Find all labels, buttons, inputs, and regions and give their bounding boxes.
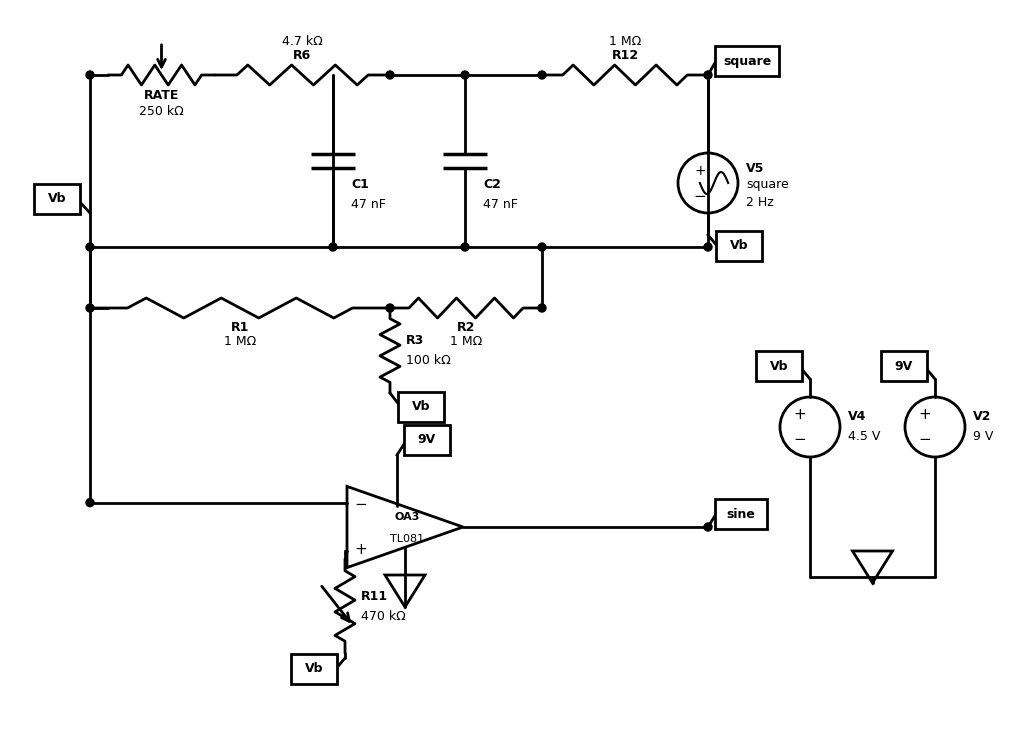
FancyBboxPatch shape <box>881 351 927 381</box>
FancyBboxPatch shape <box>716 231 762 261</box>
Text: Vb: Vb <box>770 359 788 373</box>
Text: R2: R2 <box>457 321 475 334</box>
Text: Vb: Vb <box>305 662 324 675</box>
Circle shape <box>538 243 546 251</box>
Text: C2: C2 <box>483 179 501 192</box>
Text: +: + <box>794 407 806 423</box>
Circle shape <box>386 304 394 312</box>
Text: TL081: TL081 <box>390 534 424 544</box>
Text: Vb: Vb <box>730 240 749 253</box>
Circle shape <box>329 243 337 251</box>
Text: C1: C1 <box>351 179 369 192</box>
Circle shape <box>538 304 546 312</box>
Text: Vb: Vb <box>412 401 430 414</box>
FancyBboxPatch shape <box>398 392 444 422</box>
Text: +: + <box>694 164 706 178</box>
Circle shape <box>705 243 712 251</box>
Text: 4.7 kΩ: 4.7 kΩ <box>283 35 323 48</box>
Text: R1: R1 <box>230 321 249 334</box>
Circle shape <box>386 71 394 79</box>
FancyBboxPatch shape <box>756 351 802 381</box>
Circle shape <box>86 498 94 506</box>
Text: 4.5 V: 4.5 V <box>848 431 881 443</box>
Circle shape <box>705 523 712 531</box>
FancyBboxPatch shape <box>715 46 779 76</box>
Text: +: + <box>354 542 368 557</box>
Text: +: + <box>919 407 932 423</box>
Text: OA3: OA3 <box>394 512 420 522</box>
Text: 47 nF: 47 nF <box>351 198 386 212</box>
Circle shape <box>461 71 469 79</box>
Text: 470 kΩ: 470 kΩ <box>361 609 406 623</box>
Text: R11: R11 <box>361 589 388 603</box>
Circle shape <box>86 71 94 79</box>
Text: 1 MΩ: 1 MΩ <box>224 335 256 348</box>
Text: −: − <box>794 432 806 448</box>
Text: 1 MΩ: 1 MΩ <box>450 335 482 348</box>
FancyBboxPatch shape <box>34 184 80 214</box>
Text: R3: R3 <box>406 334 424 347</box>
Text: 9V: 9V <box>418 434 436 446</box>
Text: sine: sine <box>727 507 756 520</box>
Text: 250 kΩ: 250 kΩ <box>139 105 184 118</box>
Text: −: − <box>919 432 932 448</box>
Circle shape <box>86 304 94 312</box>
Text: V5: V5 <box>746 162 764 176</box>
Text: 9 V: 9 V <box>973 431 993 443</box>
Text: −: − <box>693 190 707 204</box>
Circle shape <box>461 243 469 251</box>
Text: 2 Hz: 2 Hz <box>746 196 774 209</box>
Circle shape <box>705 71 712 79</box>
Text: square: square <box>746 179 788 192</box>
Text: 9V: 9V <box>895 359 913 373</box>
Text: R12: R12 <box>611 49 639 62</box>
Text: V2: V2 <box>973 411 991 423</box>
Circle shape <box>538 71 546 79</box>
Text: 100 kΩ: 100 kΩ <box>406 354 451 367</box>
Text: −: − <box>354 497 368 512</box>
Circle shape <box>86 243 94 251</box>
FancyBboxPatch shape <box>291 654 337 684</box>
Text: R6: R6 <box>293 49 311 62</box>
Text: V4: V4 <box>848 411 866 423</box>
Text: RATE: RATE <box>143 89 179 102</box>
Text: square: square <box>723 54 771 68</box>
FancyBboxPatch shape <box>715 499 767 529</box>
Text: Vb: Vb <box>48 193 67 206</box>
FancyBboxPatch shape <box>404 425 450 455</box>
Text: 1 MΩ: 1 MΩ <box>609 35 641 48</box>
Text: 47 nF: 47 nF <box>483 198 518 212</box>
